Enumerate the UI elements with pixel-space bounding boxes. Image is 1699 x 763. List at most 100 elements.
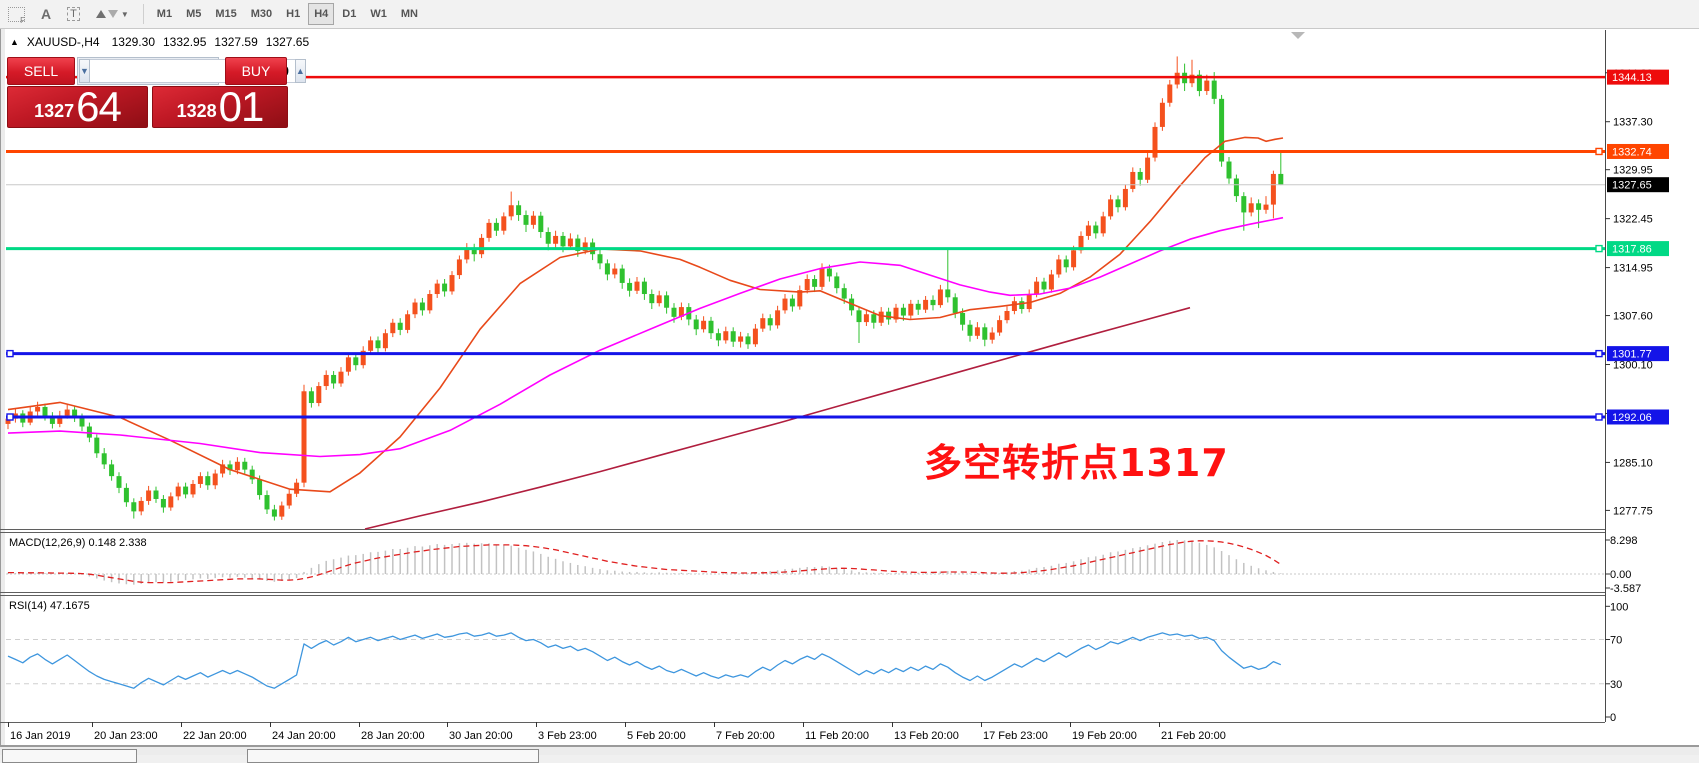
time-axis[interactable]: 16 Jan 2019 20 Jan 23:00 22 Jan 20:00 24 Ja… [0, 722, 1605, 742]
time-label: 7 Feb 20:00 [716, 730, 775, 742]
volume-stepper: ▼ ▲ [77, 57, 306, 85]
sell-price-display[interactable]: 1327 64 [7, 86, 148, 128]
ma-mid-magenta [7, 216, 1284, 458]
timeframe-w1[interactable]: W1 [364, 3, 393, 25]
svg-text:1322.45: 1322.45 [1613, 214, 1653, 226]
chart-annotation[interactable]: 多空转折点1317 [924, 441, 1229, 485]
time-label: 5 Feb 20:00 [627, 730, 686, 742]
text-label-tool[interactable]: A [34, 3, 58, 25]
collapse-trade-panel-arrow[interactable]: ▲ [10, 37, 19, 47]
letter-a-icon: A [41, 6, 52, 22]
price-badge-1327.65 [1607, 177, 1669, 193]
svg-text:0: 0 [1610, 712, 1616, 724]
bottom-tab[interactable] [2, 749, 137, 763]
time-label: 13 Feb 20:00 [894, 730, 959, 742]
symbol-timeframe-label: XAUUSD-,H4 [26, 35, 100, 49]
svg-text:1277.75: 1277.75 [1613, 505, 1653, 517]
time-label: 11 Feb 20:00 [805, 730, 869, 742]
time-label: 30 Jan 20:00 [449, 730, 513, 742]
svg-text:1285.10: 1285.10 [1613, 457, 1653, 469]
timeframe-m15[interactable]: M15 [209, 3, 242, 25]
line-handle[interactable] [1595, 349, 1603, 358]
price-badge-1301.77 [1607, 346, 1669, 362]
ohlc-close: 1327.65 [265, 35, 310, 49]
svg-text:1301.77: 1301.77 [1612, 349, 1652, 361]
sell-button[interactable]: SELL [7, 57, 75, 85]
svg-text:100: 100 [1610, 601, 1628, 613]
time-label: 20 Jan 23:00 [94, 730, 158, 742]
svg-text:1292.06: 1292.06 [1612, 412, 1652, 424]
svg-text:1300.10: 1300.10 [1613, 360, 1653, 372]
time-label: 22 Jan 20:00 [183, 730, 247, 742]
chart-shift-marker-icon [1291, 32, 1305, 39]
macd-signal-line [8, 540, 1282, 584]
timeframe-mn[interactable]: MN [395, 3, 424, 25]
buy-price-display[interactable]: 1328 01 [152, 86, 288, 128]
svg-text:1332.74: 1332.74 [1612, 146, 1652, 158]
macd-label: MACD(12,26,9) 0.148 2.338 [9, 537, 147, 549]
arrow-objects-dropdown[interactable]: ▼ [89, 3, 136, 25]
timeframe-m1[interactable]: M1 [151, 3, 178, 25]
ohlc-high: 1332.95 [163, 35, 207, 49]
svg-text:-3.587: -3.587 [1610, 583, 1641, 595]
one-click-trading-panel: SELL ▼ ▲ BUY 1327 64 1328 01 [7, 57, 306, 128]
time-label: 16 Jan 2019 [10, 730, 71, 742]
svg-text:0.00: 0.00 [1610, 569, 1631, 581]
chart-window-chrome [0, 28, 1699, 754]
volume-decrease-button[interactable]: ▼ [79, 59, 90, 83]
ma-slow-darkred [364, 306, 1191, 530]
buy-button[interactable]: BUY [225, 57, 287, 85]
time-label: 21 Feb 20:00 [1161, 730, 1226, 742]
svg-text:8.298: 8.298 [1610, 535, 1638, 547]
text-box-tool[interactable]: T [60, 3, 87, 25]
price-badge-1317.86 [1607, 241, 1669, 257]
chevron-down-icon: ▼ [120, 9, 129, 19]
price-badge-1344.13 [1607, 69, 1669, 85]
svg-text:1337.30: 1337.30 [1613, 117, 1653, 129]
line-handle[interactable] [1595, 147, 1603, 156]
letter-t-icon: T [67, 7, 80, 21]
line-handle[interactable] [1595, 244, 1603, 253]
price-axis[interactable]: 1344.801337.301329.951322.451314.951307.… [1605, 68, 1669, 518]
rsi-line [7, 632, 1282, 689]
timeframe-h1[interactable]: H1 [280, 3, 306, 25]
macd-panel: 8.298 0.00 -3.587 [6, 535, 1641, 595]
timeframe-m30[interactable]: M30 [245, 3, 278, 25]
time-label: 24 Jan 20:00 [272, 730, 336, 742]
bottom-tab[interactable] [247, 749, 539, 763]
line-handle[interactable] [1595, 413, 1603, 421]
svg-text:1329.95: 1329.95 [1613, 165, 1653, 177]
ma-fast-orange [7, 136, 1284, 493]
time-label: 19 Feb 20:00 [1072, 730, 1137, 742]
toolbar: F A T ▼ M1 M5 M15 M30 H1 H4 D1 W1 MN [0, 0, 1699, 29]
ohlc-low: 1327.59 [214, 35, 258, 49]
line-handle[interactable] [6, 413, 14, 421]
svg-text:70: 70 [1610, 635, 1622, 647]
moving-averages [7, 136, 1284, 530]
volume-increase-button[interactable]: ▲ [294, 59, 306, 83]
buy-price-big-figure: 1328 [176, 101, 217, 121]
candlesticks [5, 56, 1284, 521]
timeframe-d1[interactable]: D1 [336, 3, 362, 25]
svg-text:1317.86: 1317.86 [1612, 244, 1652, 256]
toolbar-separator [142, 4, 144, 24]
svg-text:1344.13: 1344.13 [1612, 72, 1652, 84]
line-handle[interactable] [6, 349, 14, 358]
buy-price-pips: 01 [218, 83, 265, 130]
time-label: 3 Feb 23:00 [538, 730, 597, 742]
timeframe-m5[interactable]: M5 [180, 3, 207, 25]
time-label: 28 Jan 20:00 [361, 730, 425, 742]
rsi-label: RSI(14) 47.1675 [9, 600, 90, 612]
svg-text:1314.95: 1314.95 [1613, 263, 1653, 275]
svg-text:1327.65: 1327.65 [1612, 180, 1652, 192]
arrows-icon [95, 10, 118, 18]
ohlc-open: 1329.30 [111, 35, 155, 49]
price-badge-1292.06 [1607, 409, 1669, 425]
time-label: 17 Feb 23:00 [983, 730, 1048, 742]
svg-text:30: 30 [1610, 679, 1622, 691]
price-badge-1332.74 [1607, 143, 1669, 159]
sell-price-big-figure: 1327 [34, 101, 75, 121]
chart-objects-icon[interactable]: F [1, 3, 32, 25]
timeframe-h4[interactable]: H4 [308, 3, 335, 25]
